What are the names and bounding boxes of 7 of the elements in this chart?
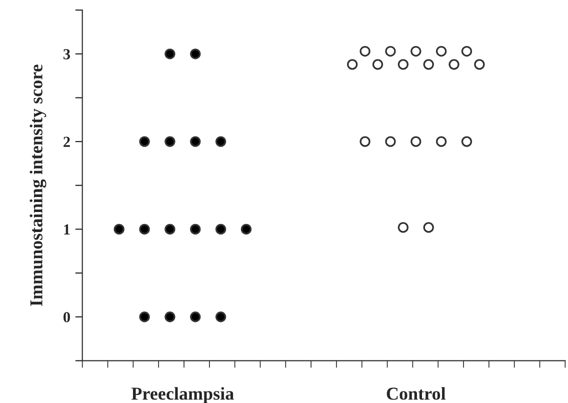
x-tick-label: Preeclampsia bbox=[131, 387, 234, 403]
x-tick-label: Control bbox=[386, 387, 446, 400]
y-tick-label: 2 bbox=[64, 136, 70, 147]
y-tick-label: 0 bbox=[64, 312, 70, 322]
y-tick-label: 1 bbox=[64, 224, 70, 235]
y-tick-label: 3 bbox=[63, 49, 70, 60]
y-axis-title: Immunostaining intensity score bbox=[30, 64, 46, 306]
